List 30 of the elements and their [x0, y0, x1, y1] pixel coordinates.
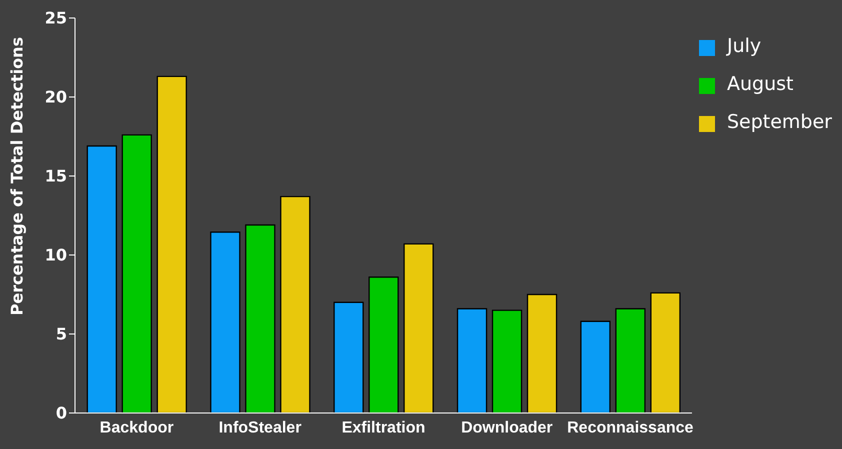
- bar: [492, 310, 522, 413]
- y-tick-label: 25: [44, 8, 67, 28]
- y-tick-label: 0: [56, 404, 67, 423]
- legend-label: July: [726, 35, 762, 57]
- y-tick-label: 5: [56, 324, 67, 344]
- bar: [404, 243, 434, 413]
- bar: [245, 224, 276, 413]
- x-tick-label: Reconnaissance: [567, 419, 694, 436]
- y-tick-label: 10: [44, 246, 67, 265]
- y-tick-label: 15: [44, 166, 67, 186]
- bar: [368, 276, 399, 413]
- bar: [580, 320, 611, 413]
- bar: [86, 145, 117, 413]
- bar: [280, 196, 310, 413]
- y-tick-label: 20: [44, 88, 67, 107]
- x-tick-label: Backdoor: [100, 419, 174, 436]
- bar: [210, 231, 240, 413]
- bar: [615, 308, 646, 413]
- legend-label: August: [726, 73, 794, 95]
- bar: [456, 308, 488, 413]
- y-axis-title: Percentage of Total Detections: [8, 37, 27, 316]
- x-tick-label: InfoStealer: [218, 419, 302, 436]
- bar: [156, 76, 187, 413]
- bar: [650, 292, 681, 413]
- bar: [526, 294, 558, 413]
- bar: [122, 134, 152, 413]
- x-tick-label: Downloader: [461, 419, 553, 436]
- bar: [334, 302, 364, 413]
- legend-label: September: [726, 111, 832, 133]
- x-tick-label: Exfiltration: [342, 419, 426, 436]
